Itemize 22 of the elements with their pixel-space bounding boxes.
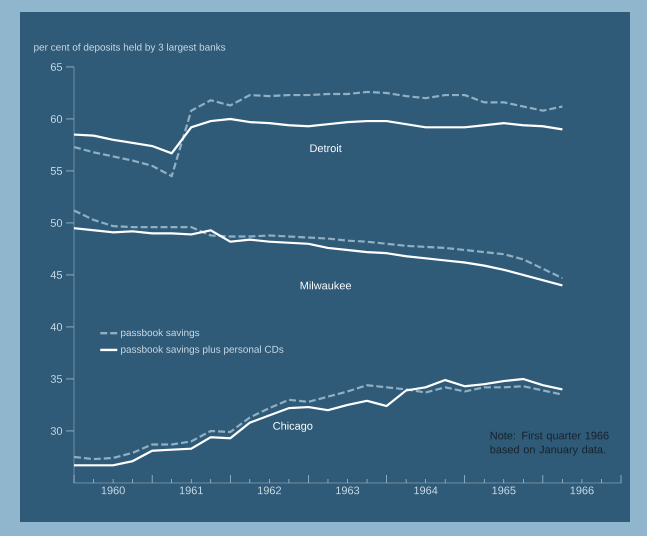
y-tick-label: 35: [50, 375, 62, 383]
x-tick-label: 1960: [102, 486, 125, 494]
x-tick-label: 1966: [570, 486, 594, 494]
y-tick-label: 50: [50, 219, 62, 227]
legend-label: passbook savings plus personal CDs: [121, 346, 284, 355]
y-tick-label: 55: [50, 167, 62, 175]
x-tick-label: 1963: [336, 486, 360, 494]
y-tick-label: 45: [50, 271, 62, 279]
annotation: Detroit: [310, 144, 342, 152]
y-tick-label: 40: [50, 323, 62, 331]
annotation: Milwaukee: [300, 281, 352, 290]
y-tick-label: 60: [50, 115, 62, 123]
x-tick-label: 1964: [414, 486, 438, 494]
x-tick-label: 1965: [492, 486, 516, 494]
x-tick-label: 1962: [258, 486, 281, 494]
x-tick-label: 1961: [180, 486, 203, 494]
annotation: Note: First quarter 1966 based on January data.: [490, 431, 609, 456]
y-tick-label: 65: [50, 63, 62, 71]
legend-label: passbook savings: [121, 328, 200, 338]
annotation: Chicago: [273, 422, 312, 432]
y-tick-label: 30: [50, 427, 62, 435]
y-axis-title: per cent of deposits held by 3 largest banks: [34, 43, 226, 53]
